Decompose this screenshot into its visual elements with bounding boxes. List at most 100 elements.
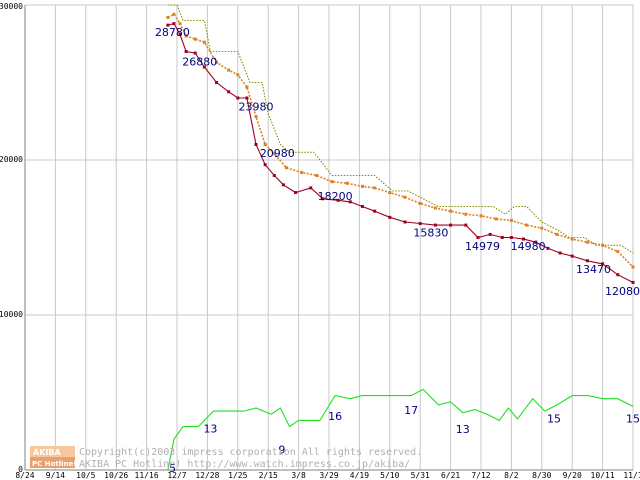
data-point-min xyxy=(449,223,453,227)
y-tick-label: 30000 xyxy=(0,2,23,11)
series-line-shop-count xyxy=(167,388,634,471)
data-point-average xyxy=(193,37,197,41)
watermark-copyright: Copyright(c)2003 impress corporation All… xyxy=(79,447,422,458)
y-tick-labels: 30000 20000 10000 0 xyxy=(0,2,23,474)
data-point-min xyxy=(403,220,407,224)
data-point-average xyxy=(479,214,483,218)
x-tick-label: 10/26 xyxy=(104,471,128,480)
data-point-average xyxy=(418,201,422,205)
data-point-min xyxy=(534,240,538,244)
data-point-average xyxy=(570,237,574,241)
x-tick-label: 7/12 xyxy=(471,471,490,480)
x-tick-label: 5/10 xyxy=(380,471,399,480)
data-point-average xyxy=(172,12,176,16)
data-label: 15 xyxy=(626,412,640,425)
data-point-average xyxy=(601,243,605,247)
data-point-min xyxy=(631,280,635,284)
data-labels: 28780 26880 23980 20980 18200 15830 14979 14980… xyxy=(155,26,640,475)
data-point-average xyxy=(284,166,288,170)
x-tick-label: 3/29 xyxy=(319,471,338,480)
data-point-min xyxy=(294,191,298,195)
data-point-min xyxy=(388,215,392,219)
data-point-min xyxy=(215,81,219,84)
data-label: 13470 xyxy=(576,263,611,276)
data-point-min xyxy=(500,236,504,239)
x-tick-label: 8/2 xyxy=(504,471,519,480)
x-tick-label: 5/31 xyxy=(411,471,430,480)
data-point-average xyxy=(464,212,468,216)
data-point-min xyxy=(433,223,437,227)
data-point-min xyxy=(509,236,513,239)
data-point-min xyxy=(488,232,492,236)
data-point-min xyxy=(522,237,526,241)
akiba-logo-line2: PC Hotline! xyxy=(32,460,76,468)
data-point-average xyxy=(245,85,249,89)
data-point-average xyxy=(272,152,276,156)
data-label: 23980 xyxy=(239,100,274,113)
x-tick-label: 10/5 xyxy=(76,471,95,480)
data-point-min xyxy=(464,223,468,227)
data-point-average xyxy=(315,174,319,177)
x-tick-label: 6/21 xyxy=(441,471,460,480)
x-tick-label: 2/15 xyxy=(259,471,278,480)
watermark-url: AKIBA PC Hotline! http://www.watch.impre… xyxy=(79,459,410,470)
y-tick-label: 0 xyxy=(18,465,23,474)
series-line-max xyxy=(167,4,634,254)
series-layer xyxy=(166,4,635,471)
data-label: 20980 xyxy=(260,147,295,160)
data-label: 5 xyxy=(169,462,176,475)
data-point-average xyxy=(166,15,170,19)
data-point-min xyxy=(373,209,377,213)
data-point-min xyxy=(281,183,285,187)
x-tick-label: 11/1 xyxy=(623,471,640,480)
data-point-average xyxy=(388,191,392,195)
data-label: 13 xyxy=(203,422,217,435)
data-point-average xyxy=(540,226,544,230)
data-point-average xyxy=(509,218,513,222)
data-label: 13 xyxy=(456,423,470,436)
data-label: 15 xyxy=(547,412,561,425)
watermark: AKIBA PC Hotline! Copyright(c)2003 impre… xyxy=(30,446,422,470)
data-point-min xyxy=(166,23,170,27)
data-point-average xyxy=(202,40,206,44)
y-tick-label: 20000 xyxy=(0,155,23,164)
data-label: 14980 xyxy=(511,240,546,253)
data-point-average xyxy=(263,143,267,146)
x-tick-label: 8/30 xyxy=(532,471,551,480)
data-point-min xyxy=(616,273,620,277)
x-tick-labels: 8/24 9/14 10/5 10/26 11/16 12/7 12/28 1/25 2/15 3… xyxy=(15,471,640,480)
data-point-min xyxy=(227,90,231,94)
x-tick-label: 1/25 xyxy=(228,471,247,480)
data-point-average xyxy=(585,240,589,244)
data-label: 15830 xyxy=(413,227,448,240)
data-point-min xyxy=(570,254,574,258)
data-label: 9 xyxy=(278,443,285,456)
data-point-min xyxy=(601,262,605,266)
data-point-min xyxy=(309,186,313,190)
data-point-average xyxy=(373,186,377,190)
data-point-min xyxy=(558,251,562,255)
data-point-average xyxy=(403,195,407,199)
data-point-average xyxy=(236,73,240,77)
data-point-min xyxy=(348,200,352,204)
data-point-average xyxy=(184,34,188,38)
data-label: 16 xyxy=(328,410,342,423)
grid xyxy=(24,4,634,471)
data-point-average xyxy=(433,206,437,210)
akiba-logo-line1: AKIBA xyxy=(33,448,61,457)
data-point-average xyxy=(330,180,334,184)
x-tick-label: 9/20 xyxy=(563,471,582,480)
data-point-min xyxy=(321,197,325,201)
data-point-average xyxy=(525,223,529,227)
data-label: 28780 xyxy=(155,26,190,39)
data-point-min xyxy=(418,222,422,226)
x-tick-label: 11/16 xyxy=(135,471,159,480)
data-label: 14979 xyxy=(465,240,500,253)
data-point-average xyxy=(360,184,364,188)
data-point-min xyxy=(236,96,240,100)
data-point-min xyxy=(476,236,480,239)
data-point-average xyxy=(616,249,620,253)
data-point-average xyxy=(300,170,304,174)
data-point-min xyxy=(178,32,182,36)
akiba-logo-top xyxy=(30,446,75,457)
